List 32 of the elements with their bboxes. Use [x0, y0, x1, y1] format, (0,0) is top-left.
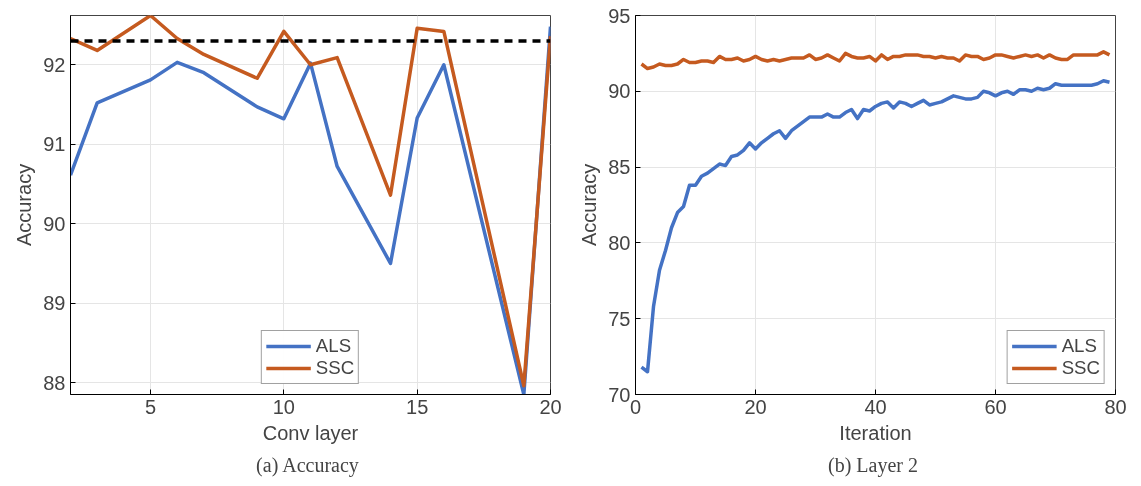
y-axis-title: Accuracy	[578, 163, 601, 247]
y-tick-label: 88	[43, 371, 66, 394]
y-axis-title: Accuracy	[13, 163, 36, 247]
y-tick-label: 90	[608, 80, 631, 103]
x-tick-label: 15	[406, 395, 429, 418]
x-axis-title: Conv layer	[262, 421, 359, 444]
x-tick-label: 40	[864, 395, 887, 418]
text: (a) Accuracy	[256, 453, 359, 477]
legend-label: ALS	[1061, 335, 1097, 357]
y-tick-label: 92	[43, 53, 66, 76]
x-axis-title: Iteration	[839, 421, 912, 444]
x-tick-label: 60	[984, 395, 1007, 418]
x-tick-label: 80	[1104, 395, 1127, 418]
y-tick-label: 90	[43, 212, 66, 235]
y-tick-label: 75	[608, 307, 631, 330]
y-tick-label: 91	[43, 133, 66, 156]
legend-label: SSC	[315, 357, 355, 379]
line-series	[639, 50, 1112, 71]
line-series	[639, 78, 1112, 374]
x-tick-label: 10	[272, 395, 295, 418]
y-tick-label: 70	[608, 383, 631, 406]
x-tick-label: 20	[539, 395, 562, 418]
x-tick-label: 20	[744, 395, 767, 418]
legend-label: SSC	[1061, 357, 1100, 379]
x-tick-label: 5	[144, 395, 157, 418]
legend-label: ALS	[315, 335, 352, 357]
y-tick-label: 80	[608, 231, 631, 254]
y-tick-label: 89	[43, 292, 66, 315]
y-tick-label: 95	[608, 4, 631, 27]
y-tick-label: 85	[608, 156, 631, 179]
x-tick-label: 0	[629, 395, 642, 418]
text: (b) Layer 2	[828, 453, 918, 477]
